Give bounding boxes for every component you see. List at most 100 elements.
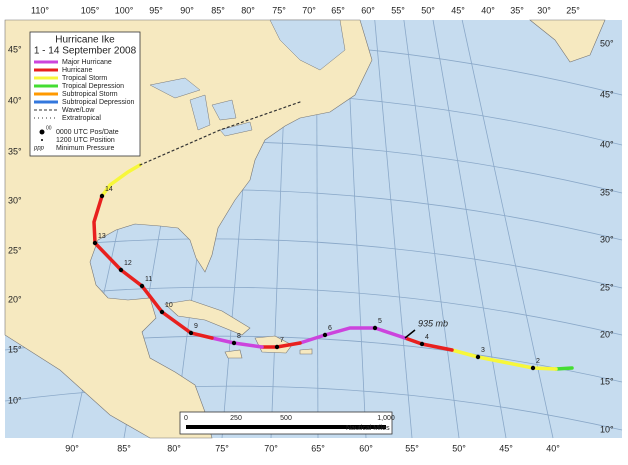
bottom-label: 50° — [452, 443, 466, 453]
track-extratropical — [139, 101, 301, 166]
right-label: 35° — [600, 187, 614, 197]
track-point — [231, 340, 237, 346]
track-point — [419, 341, 425, 347]
top-label: 65° — [331, 5, 345, 15]
left-label: 30° — [8, 195, 22, 205]
date-label: 9 — [194, 323, 198, 330]
legend-entry: Subtropical Storm — [62, 91, 118, 98]
date-label: 11 — [145, 276, 152, 283]
bottom-label: 60° — [359, 443, 373, 453]
left-label: 15° — [8, 344, 22, 354]
top-label: 30° — [537, 5, 551, 15]
scale-unit: Nautical Miles — [346, 425, 390, 432]
bottom-label: 55° — [405, 443, 419, 453]
date-label: 5 — [378, 318, 382, 325]
legend-half-day: 1200 UTC Position — [56, 137, 115, 144]
meridian — [432, 19, 507, 439]
track-point — [118, 267, 124, 273]
bottom-label: 45° — [499, 443, 513, 453]
legend-pressure: Minimum Pressure — [56, 145, 114, 152]
date-label: 10 — [165, 302, 173, 309]
legend-entry: Tropical Storm — [62, 75, 107, 82]
legend: Hurricane Ike 1 - 14 September 2008 Majo… — [29, 31, 141, 157]
bottom-label: 80° — [167, 443, 181, 453]
top-label: 80° — [241, 5, 255, 15]
track-point — [139, 283, 145, 289]
top-label: 40° — [481, 5, 495, 15]
meridian — [403, 19, 460, 439]
top-label: 75° — [272, 5, 286, 15]
left-label: 35° — [8, 146, 22, 156]
track-point — [372, 325, 378, 331]
scale-bar: 0 250 500 1,000 Nautical Miles — [179, 411, 395, 435]
scale-tick: 250 — [230, 415, 242, 422]
track-tropical-storm — [450, 348, 558, 371]
scale-bar-line — [186, 425, 386, 429]
puerto-rico — [299, 348, 313, 355]
track-points: 2 3 4 5 6 7 8 9 10 11 12 13 14 — [92, 186, 540, 371]
date-label: 3 — [481, 347, 485, 354]
right-label: 50° — [600, 38, 614, 48]
track-point — [92, 240, 98, 246]
date-label: 2 — [536, 358, 540, 365]
left-label: 45° — [8, 44, 22, 54]
top-label: 45° — [451, 5, 465, 15]
scale-tick: 0 — [184, 415, 188, 422]
track-major-hurricane — [298, 326, 407, 345]
right-label: 30° — [600, 234, 614, 244]
legend-entry: Wave/Low — [62, 107, 95, 114]
top-label: 55° — [391, 5, 405, 15]
track-point — [188, 330, 194, 336]
date-label: 4 — [425, 334, 429, 341]
legend-marker-date: 00 — [46, 125, 52, 131]
bottom-label: 70° — [264, 443, 278, 453]
right-label: 20° — [600, 329, 614, 339]
left-label: 20° — [8, 294, 22, 304]
greenland — [529, 19, 606, 63]
track-tropical-storm — [100, 163, 142, 198]
pressure-arrow — [404, 329, 416, 339]
date-label: 13 — [98, 233, 106, 240]
right-label: 25° — [600, 282, 614, 292]
great-lakes — [149, 77, 253, 137]
legend-ppp: ppp — [33, 146, 45, 152]
legend-entry: Tropical Depression — [62, 83, 124, 90]
left-label: 40° — [8, 95, 22, 105]
date-label: 6 — [328, 325, 332, 332]
top-label: 35° — [510, 5, 524, 15]
top-label: 25° — [566, 5, 580, 15]
track-point — [274, 344, 280, 350]
top-label: 60° — [361, 5, 375, 15]
left-label: 10° — [8, 395, 22, 405]
legend-entry: Extratropical — [62, 115, 101, 122]
track-point — [530, 365, 536, 371]
track-point — [99, 193, 105, 199]
top-label: 85° — [211, 5, 225, 15]
legend-marker-small — [41, 139, 43, 141]
legend-entry: Hurricane — [62, 67, 92, 74]
date-label: 7 — [280, 337, 284, 344]
pressure-label: 935 mb — [418, 318, 448, 328]
top-label: 100° — [115, 5, 134, 15]
date-label: 12 — [124, 260, 132, 267]
top-label: 90° — [180, 5, 194, 15]
hudson-bay — [269, 19, 346, 71]
right-label: 15° — [600, 376, 614, 386]
legend-title: Hurricane Ike — [55, 35, 115, 46]
right-label: 10° — [600, 424, 614, 434]
legend-entry: Major Hurricane — [62, 59, 112, 66]
scale-tick: 500 — [280, 415, 292, 422]
legend-daily: 0000 UTC Pos/Date — [56, 129, 119, 136]
bottom-label: 90° — [65, 443, 79, 453]
top-label: 105° — [81, 5, 100, 15]
bottom-label: 40° — [546, 443, 560, 453]
top-label: 95° — [149, 5, 163, 15]
track-hurricane — [92, 194, 214, 340]
track-point — [159, 309, 165, 315]
top-label: 70° — [302, 5, 316, 15]
date-label: 8 — [237, 333, 241, 340]
jamaica — [224, 349, 243, 359]
bottom-label: 85° — [117, 443, 131, 453]
